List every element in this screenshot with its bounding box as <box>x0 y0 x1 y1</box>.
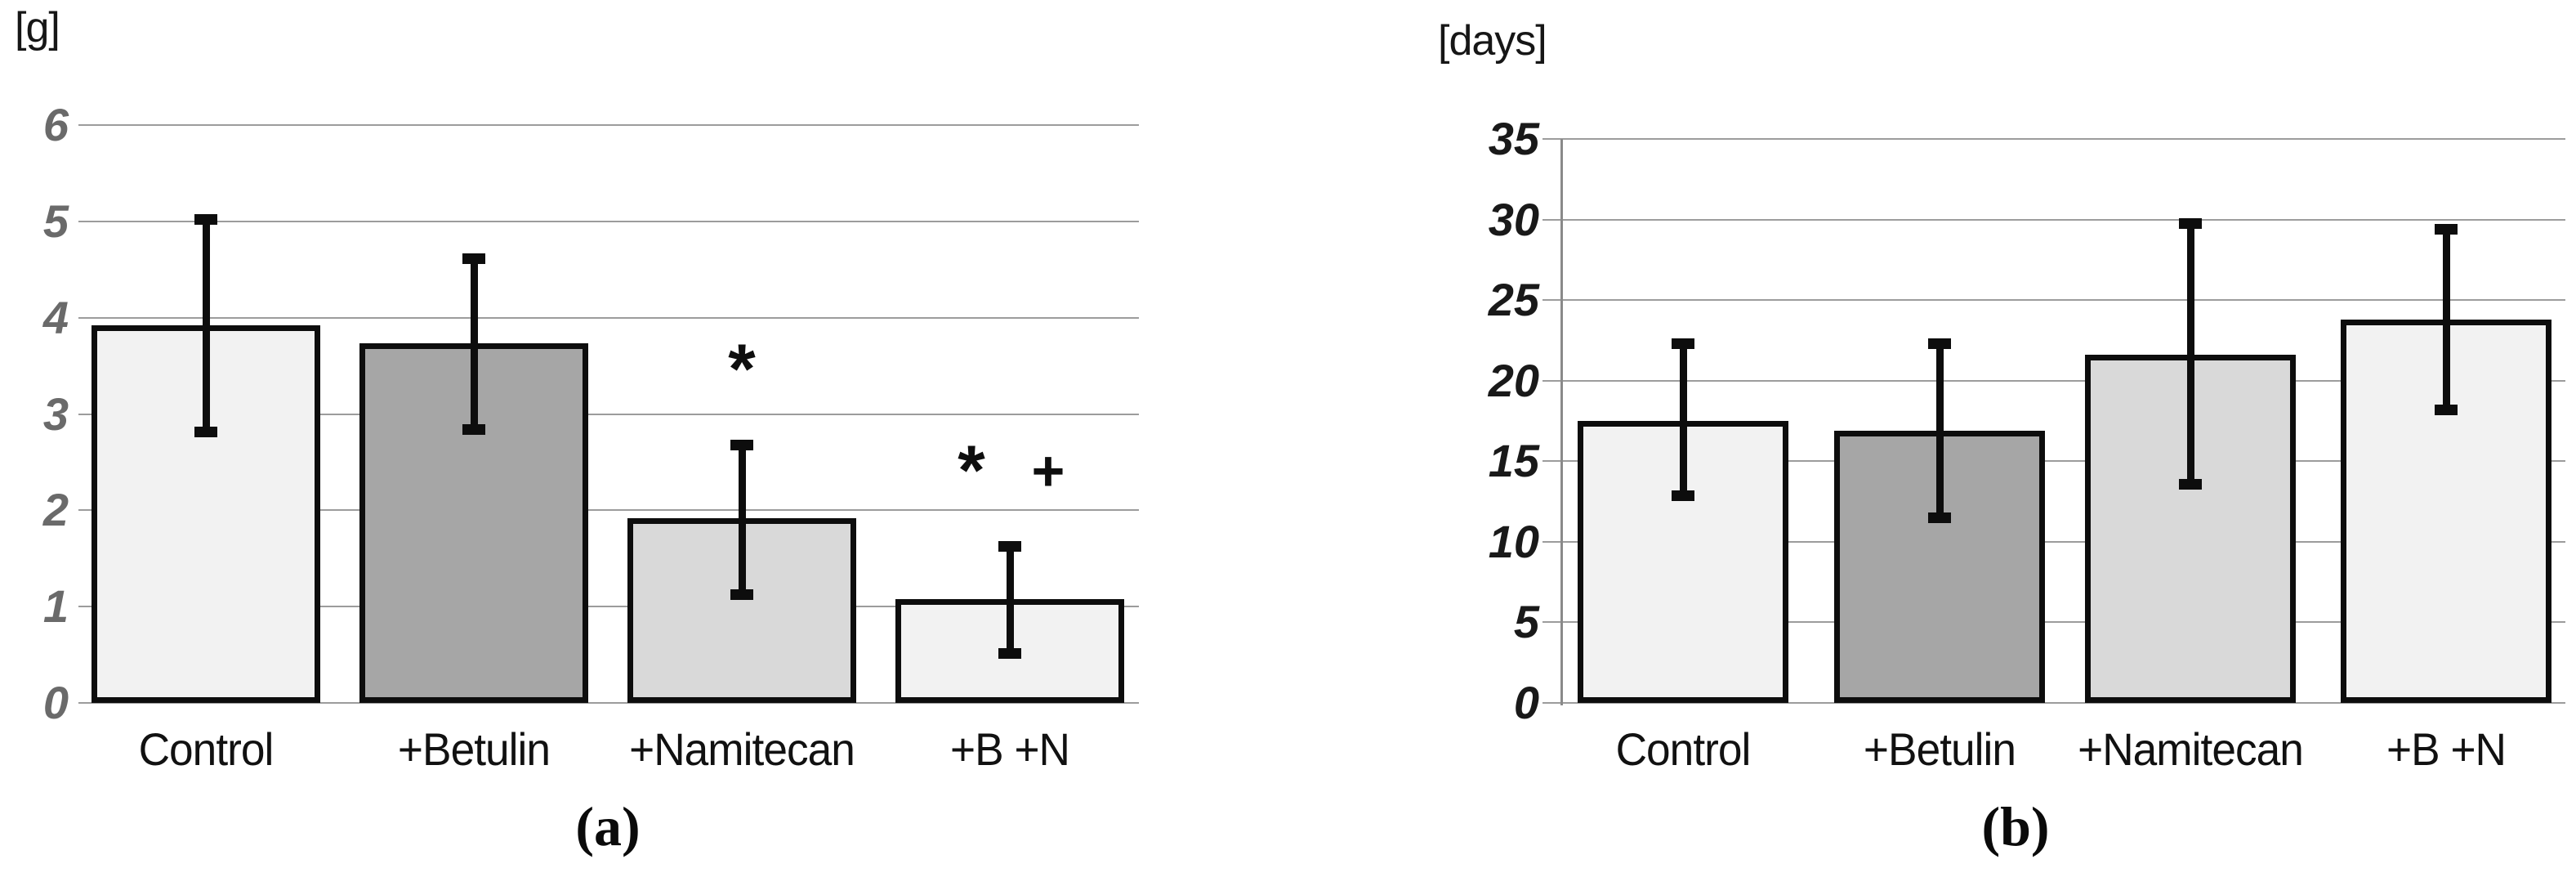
x-label-control: Control <box>1615 723 1752 775</box>
error-bar-cap <box>2435 405 2458 416</box>
gridline <box>1542 540 2565 543</box>
x-label-b-n: +B +N <box>949 723 1070 775</box>
x-label-betulin: +Betulin <box>397 723 551 775</box>
y-tick-label: 15 <box>1488 435 1539 487</box>
y-tick-label: 5 <box>1513 596 1539 648</box>
gridline <box>78 124 1139 126</box>
y-tick-label: 10 <box>1488 515 1539 567</box>
y-axis-unit-label-b: [days] <box>1438 17 1547 65</box>
y-tick-label: 2 <box>42 484 69 536</box>
error-bar-cap <box>194 426 217 437</box>
error-bar-cap <box>2179 478 2202 490</box>
x-label-betulin: +Betulin <box>1863 723 2016 775</box>
error-bar <box>471 257 478 430</box>
y-tick-label: 3 <box>42 387 69 440</box>
error-bar <box>2443 229 2450 410</box>
error-bar-cap <box>462 424 485 436</box>
y-tick-label: 4 <box>42 291 69 343</box>
bar-betulin <box>359 343 588 703</box>
error-bar-cap <box>1672 338 1694 350</box>
error-bar-cap <box>2435 224 2458 235</box>
gridline <box>78 606 1139 608</box>
error-bar-cap <box>2179 217 2202 229</box>
x-label-namitecan: +Namitecan <box>2078 723 2304 775</box>
gridline <box>78 413 1139 415</box>
y-tick-label: 0 <box>42 677 69 728</box>
error-bar-cap <box>998 540 1021 552</box>
gridline <box>1542 621 2565 624</box>
gridline <box>1542 379 2565 382</box>
error-bar-cap <box>730 440 753 451</box>
gridline <box>78 316 1139 319</box>
bar-control <box>1578 421 1788 703</box>
significance-marker: * <box>958 431 985 510</box>
error-bar-cap <box>194 214 217 226</box>
error-bar <box>2187 222 2194 484</box>
gridline <box>1542 218 2565 221</box>
y-tick-label: 5 <box>42 195 69 247</box>
gridline <box>78 220 1139 222</box>
error-bar-cap <box>1928 338 1951 350</box>
gridline <box>1542 702 2565 704</box>
error-bar-cap <box>1928 512 1951 524</box>
error-bar <box>1680 343 1687 495</box>
y-tick-label: 1 <box>42 580 69 633</box>
significance-marker: * <box>728 330 756 409</box>
panel-b-caption: (b) <box>1981 795 2050 857</box>
gridline <box>1542 460 2565 463</box>
y-axis-line <box>1560 139 1563 705</box>
error-bar-cap <box>998 647 1021 659</box>
gridline <box>78 702 1139 704</box>
error-bar <box>1007 545 1014 653</box>
gridline <box>1542 138 2565 140</box>
y-tick-label: 6 <box>42 99 69 150</box>
error-bar-cap <box>462 253 485 264</box>
y-tick-label: 35 <box>1488 113 1539 164</box>
gridline <box>1542 299 2565 302</box>
y-tick-label: 30 <box>1488 193 1539 245</box>
panel-a-caption: (a) <box>575 795 641 857</box>
y-tick-label: 0 <box>1513 677 1539 728</box>
y-tick-label: 25 <box>1488 274 1539 326</box>
error-bar <box>739 445 746 594</box>
error-bar-cap <box>1672 490 1694 501</box>
gridline <box>78 509 1139 512</box>
error-bar-cap <box>730 588 753 600</box>
error-bar <box>1936 343 1944 518</box>
error-bar <box>203 219 210 432</box>
x-label-control: Control <box>138 723 275 775</box>
significance-marker: + <box>1031 438 1065 503</box>
x-label-namitecan: +Namitecan <box>629 723 855 775</box>
y-tick-label: 20 <box>1488 354 1539 406</box>
x-label-b-n: +B +N <box>2386 723 2507 775</box>
bar-betulin <box>1834 430 2045 703</box>
bar-namitecan <box>2085 355 2296 703</box>
y-axis-unit-label-a: [g] <box>15 4 60 51</box>
